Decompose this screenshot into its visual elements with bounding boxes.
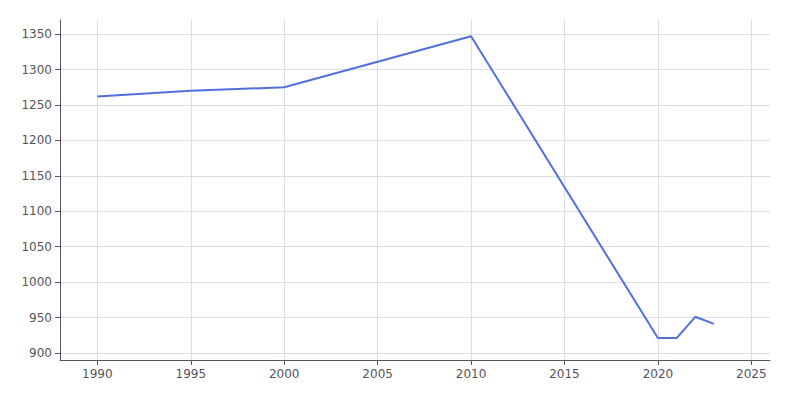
svg-text:1995: 1995 bbox=[176, 367, 207, 381]
svg-text:1300: 1300 bbox=[21, 63, 52, 77]
svg-text:1990: 1990 bbox=[82, 367, 113, 381]
svg-text:1100: 1100 bbox=[21, 204, 52, 218]
svg-text:1000: 1000 bbox=[21, 275, 52, 289]
svg-text:2015: 2015 bbox=[549, 367, 580, 381]
svg-text:2025: 2025 bbox=[736, 367, 767, 381]
svg-text:1350: 1350 bbox=[21, 27, 52, 41]
svg-text:1150: 1150 bbox=[21, 169, 52, 183]
svg-text:2020: 2020 bbox=[643, 367, 674, 381]
svg-text:900: 900 bbox=[29, 346, 52, 360]
svg-text:2000: 2000 bbox=[269, 367, 300, 381]
svg-text:1250: 1250 bbox=[21, 98, 52, 112]
svg-text:1050: 1050 bbox=[21, 240, 52, 254]
svg-text:2010: 2010 bbox=[456, 367, 487, 381]
svg-text:2005: 2005 bbox=[362, 367, 393, 381]
svg-text:1200: 1200 bbox=[21, 133, 52, 147]
svg-text:950: 950 bbox=[29, 311, 52, 325]
